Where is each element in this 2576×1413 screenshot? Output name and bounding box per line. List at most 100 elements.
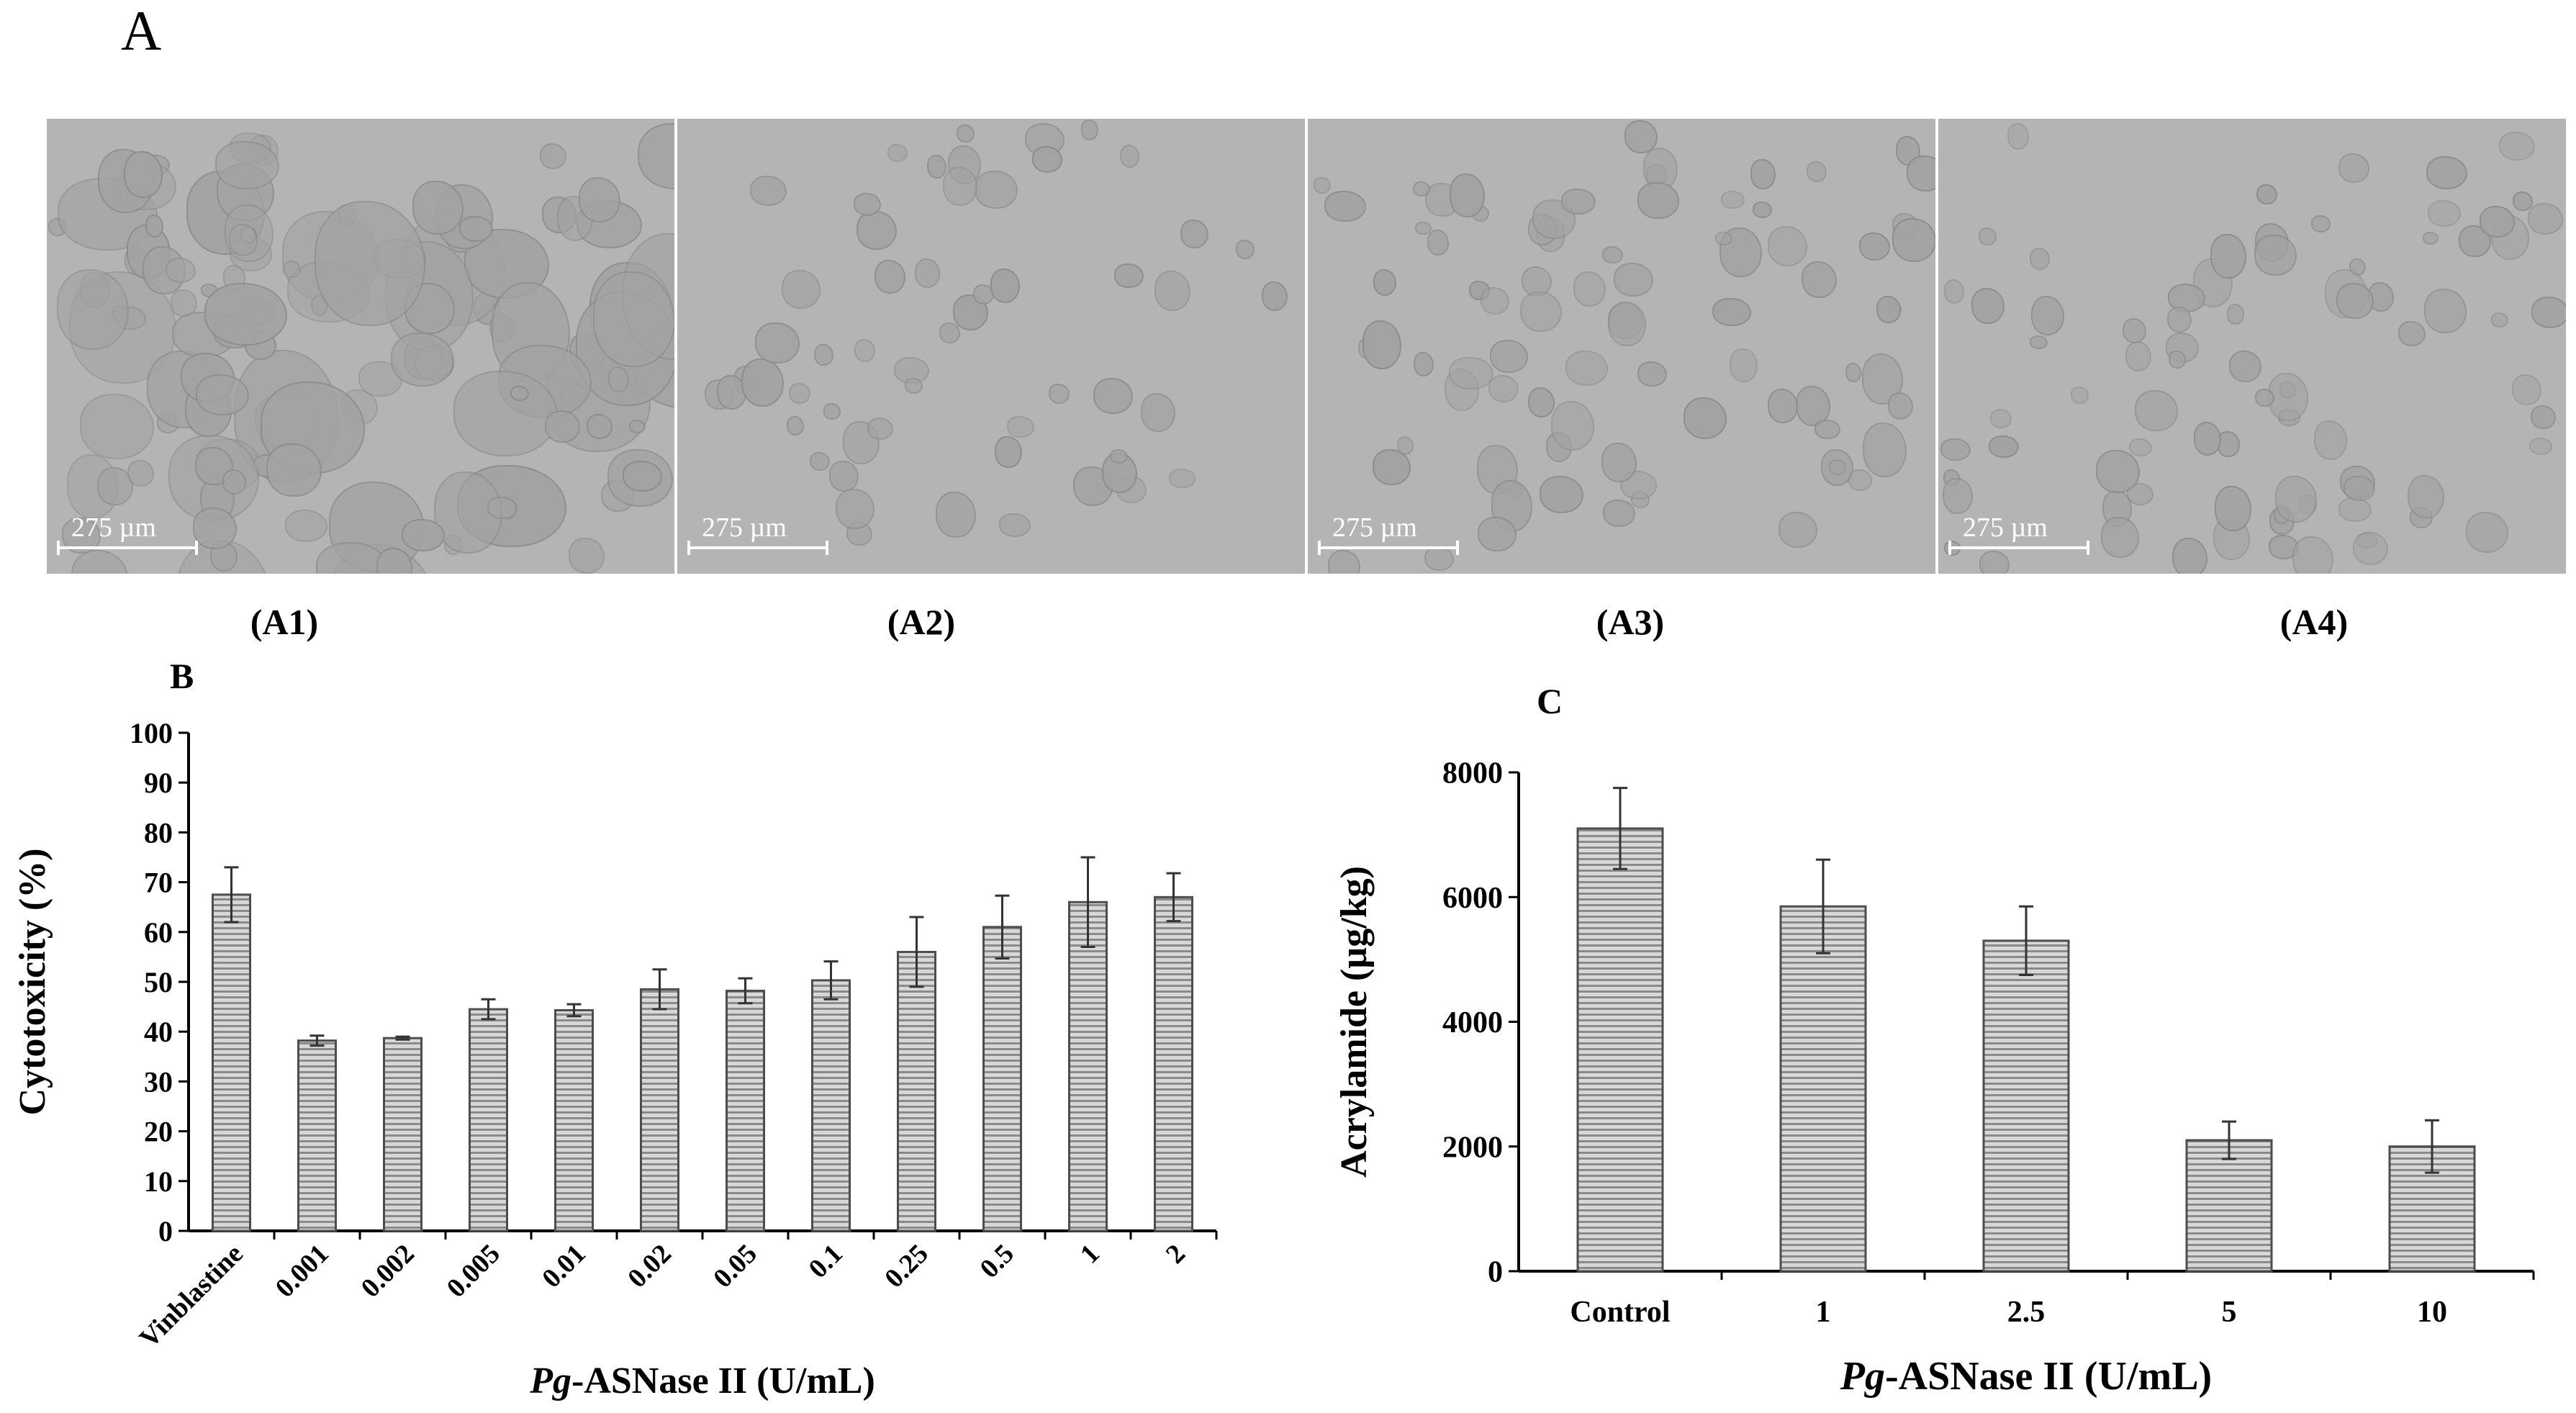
cell-blob [623, 460, 663, 492]
cell-blob [1619, 470, 1657, 500]
cell-blob [2313, 420, 2347, 460]
cell-blob [2528, 437, 2553, 455]
x-axis-title: Pg-ASNase II (U/mL) [1840, 1354, 2212, 1399]
bar [1779, 905, 1867, 1273]
cell-blob [315, 201, 425, 326]
cell-blob [2274, 476, 2317, 523]
y-tick-label: 70 [144, 867, 173, 899]
cell-blob [2171, 537, 2208, 574]
cell-blob [2530, 405, 2557, 430]
cell-blob [266, 443, 322, 497]
bar [1576, 827, 1664, 1273]
cell-blob [487, 496, 518, 520]
scale-bar-label: 275 µm [71, 513, 156, 543]
cell-blob [853, 193, 882, 217]
cell-blob [2122, 317, 2147, 343]
scale-bar: 275 µm [1318, 513, 1459, 555]
cell-blob [638, 123, 674, 190]
cell-blob [952, 294, 989, 330]
cell-blob [874, 259, 906, 294]
cell-blob [994, 435, 1022, 469]
cell-blob [828, 460, 859, 492]
cell-blob [2101, 517, 2139, 559]
cell-blob [2125, 341, 2152, 371]
scale-bar: 275 µm [57, 513, 198, 555]
y-tick-label: 90 [144, 767, 173, 799]
cell-blob [2210, 233, 2246, 279]
cell-blob [1081, 119, 1098, 141]
bar [554, 1008, 594, 1232]
cell-blob [1978, 227, 1997, 246]
cell-blob [1714, 232, 1732, 246]
cell-blob [2428, 200, 2462, 227]
cell-blob [1540, 476, 1583, 513]
cell-blob [228, 223, 258, 257]
cell-blob [1180, 219, 1208, 248]
scale-bar-label: 275 µm [1963, 513, 2048, 543]
cell-blob [1114, 263, 1144, 288]
cell-blob [1721, 191, 1745, 209]
micrograph-a4: 275 µm [1938, 119, 2566, 574]
y-tick-label: 0 [1488, 1256, 1503, 1289]
cell-blob [57, 268, 130, 350]
cell-blob [1624, 119, 1658, 154]
cell-blob [1943, 279, 1965, 304]
panel-c-letter: C [1537, 681, 1563, 721]
bar [811, 979, 851, 1232]
cell-blob [809, 452, 830, 471]
cell-blob [2228, 350, 2262, 382]
cell-blob [2311, 215, 2331, 233]
micrograph-a3: 275 µm [1308, 119, 1935, 574]
cell-blob [1551, 400, 1595, 451]
cell-blob [2459, 225, 2491, 257]
cell-blob [1480, 287, 1510, 315]
cell-blob [401, 519, 446, 552]
cell-blob [957, 124, 975, 143]
y-tick-label: 100 [130, 717, 173, 749]
x-tick-label: Vinblastine [134, 1239, 249, 1354]
cell-blob [854, 338, 875, 363]
cell-blob [927, 155, 947, 179]
cell-blob [2267, 372, 2308, 422]
cell-blob [510, 386, 530, 402]
bar [1068, 900, 1108, 1232]
cell-blob [1427, 229, 1450, 256]
cell-blob [1892, 218, 1935, 263]
cell-blob [578, 176, 621, 222]
cell-blob [1989, 435, 2019, 459]
cell-blob [717, 374, 747, 410]
cell-blob [545, 410, 581, 443]
cell-blob [2426, 155, 2467, 189]
cell-blob [2398, 321, 2426, 347]
x-tick-label: 2.5 [2007, 1296, 2046, 1329]
cell-blob [593, 271, 674, 368]
cell-blob [170, 289, 197, 317]
bar [469, 1008, 508, 1232]
cell-blob [787, 416, 805, 436]
cell-blob [2166, 306, 2192, 333]
cell-blob [1753, 202, 1772, 219]
y-tick-label: 8000 [1442, 757, 1503, 790]
micrograph-strip: 275 µm 275 µm 275 µm 275 µm [47, 119, 2566, 574]
cell-blob [1449, 356, 1493, 390]
cell-blob [1488, 374, 1519, 402]
cell-blob [814, 344, 833, 366]
cell-blob [2193, 422, 2222, 456]
cell-blob [1560, 188, 1596, 215]
cell-blob [1324, 191, 1366, 222]
cell-blob [1887, 392, 1913, 420]
micrograph-a1: 275 µm [47, 119, 674, 574]
cell-blob [1845, 362, 1861, 382]
y-tick-label: 30 [144, 1065, 173, 1098]
cell-blob [1007, 415, 1035, 438]
cell-blob [755, 322, 800, 364]
bar [2185, 1139, 2273, 1273]
cell-blob [975, 171, 1018, 209]
x-tick-label: 0.002 [356, 1239, 420, 1304]
cell-blob [1413, 181, 1430, 197]
x-tick-label: 0.001 [270, 1239, 335, 1304]
x-tick-label: 0.005 [441, 1239, 506, 1304]
cell-blob [1235, 239, 1255, 259]
bar [1982, 939, 2070, 1273]
cell-blob [2407, 475, 2444, 519]
